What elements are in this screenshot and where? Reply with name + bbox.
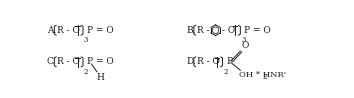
Text: 3: 3	[84, 36, 88, 44]
Text: 2: 2	[84, 68, 88, 76]
Text: R - O: R - O	[57, 57, 80, 66]
Text: R - O: R - O	[197, 57, 220, 66]
Text: - O: - O	[223, 26, 236, 35]
Text: 2: 2	[262, 73, 267, 81]
Text: P = O: P = O	[87, 57, 114, 66]
Text: A.: A.	[47, 26, 56, 35]
Text: P = O: P = O	[244, 26, 271, 35]
Text: P: P	[226, 57, 233, 66]
Text: H: H	[97, 73, 105, 82]
Text: 3: 3	[241, 36, 245, 44]
Text: B.: B.	[186, 26, 195, 35]
Text: OH * HNR': OH * HNR'	[239, 71, 286, 79]
Text: R - O: R - O	[57, 26, 80, 35]
Text: O: O	[241, 41, 249, 50]
Text: R -: R -	[197, 26, 210, 35]
Text: P = O: P = O	[87, 26, 114, 35]
Text: C.: C.	[47, 57, 56, 66]
Text: 2: 2	[223, 68, 228, 76]
Text: D.: D.	[186, 57, 196, 66]
